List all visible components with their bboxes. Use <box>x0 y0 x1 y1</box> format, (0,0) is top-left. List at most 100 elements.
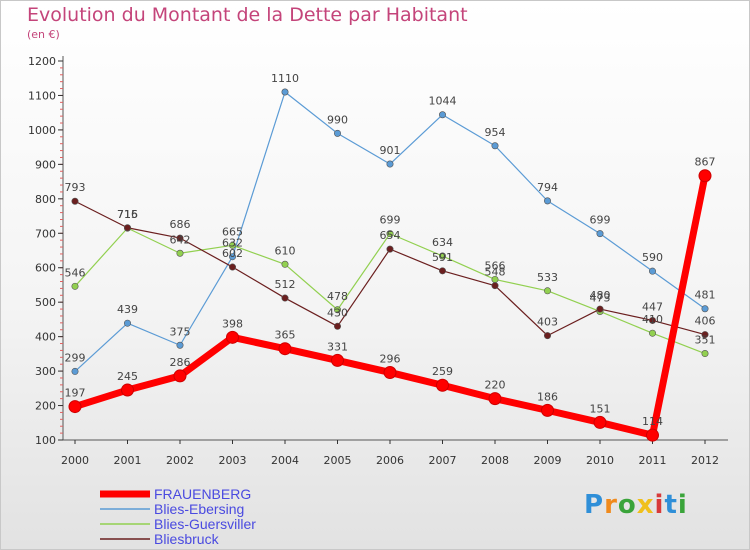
data-label: 331 <box>327 340 348 353</box>
data-point <box>491 282 499 290</box>
y-tick-label: 200 <box>35 400 56 413</box>
logo-letter: P <box>584 490 605 520</box>
data-label: 375 <box>170 325 191 338</box>
data-point <box>121 383 134 397</box>
logo-letter: r <box>604 490 618 520</box>
data-point <box>593 415 607 429</box>
x-tick-label: 2007 <box>429 454 457 467</box>
data-point <box>226 330 239 344</box>
data-label: 403 <box>537 316 558 329</box>
data-label: 478 <box>327 290 348 303</box>
data-label: 447 <box>642 300 663 313</box>
data-point <box>648 329 656 337</box>
data-label: 398 <box>222 317 243 330</box>
data-point <box>648 316 656 324</box>
data-point <box>386 160 394 168</box>
data-point <box>438 267 446 275</box>
x-tick-label: 2006 <box>376 454 404 467</box>
data-label: 197 <box>65 387 86 400</box>
data-label: 990 <box>327 113 348 126</box>
y-tick-label: 800 <box>35 193 56 206</box>
data-label: 715 <box>117 208 138 221</box>
data-point <box>124 224 132 232</box>
data-point <box>543 197 551 205</box>
data-point <box>229 263 237 271</box>
x-tick-label: 2003 <box>219 454 247 467</box>
y-tick-label: 100 <box>35 434 56 447</box>
data-point <box>124 319 132 327</box>
data-label: 220 <box>485 379 506 392</box>
data-point <box>176 234 184 242</box>
data-label: 351 <box>695 334 716 347</box>
x-tick-label: 2004 <box>271 454 299 467</box>
data-label: 1110 <box>271 72 299 85</box>
data-point <box>701 305 709 313</box>
x-tick-label: 2010 <box>586 454 614 467</box>
data-point <box>278 342 292 356</box>
x-tick-label: 2002 <box>166 454 194 467</box>
chart-title: Evolution du Montant de la Dette par Hab… <box>27 4 468 26</box>
data-point <box>68 400 82 414</box>
data-label: 1044 <box>429 95 457 108</box>
data-point <box>701 331 709 339</box>
data-label: 699 <box>380 214 401 227</box>
data-point <box>436 378 449 392</box>
x-tick-label: 2008 <box>481 454 509 467</box>
data-label: 793 <box>65 181 86 194</box>
y-tick-label: 1100 <box>28 89 56 102</box>
data-point <box>438 111 446 119</box>
data-label: 590 <box>642 251 663 264</box>
data-point <box>176 341 184 349</box>
logo-letter: t <box>664 490 678 520</box>
data-label: 286 <box>170 356 191 369</box>
data-label: 480 <box>590 289 611 302</box>
data-point <box>331 353 344 367</box>
data-label: 245 <box>117 370 138 383</box>
data-label: 548 <box>485 266 506 279</box>
data-label: 634 <box>432 236 453 249</box>
y-tick-label: 600 <box>35 262 56 275</box>
data-label: 686 <box>170 218 191 231</box>
data-point <box>491 142 499 150</box>
data-point <box>71 197 79 205</box>
data-point <box>543 287 551 295</box>
y-tick-label: 400 <box>35 331 56 344</box>
data-label: 406 <box>695 315 716 328</box>
data-label: 365 <box>275 329 296 342</box>
data-point <box>229 241 237 249</box>
data-point <box>281 294 289 302</box>
data-label: 473 <box>590 291 611 304</box>
data-point <box>541 403 554 417</box>
data-label: 867 <box>695 156 716 169</box>
data-label: 151 <box>590 402 611 415</box>
data-point <box>386 230 394 238</box>
logo-letter: i <box>677 490 688 520</box>
data-label: 901 <box>380 144 401 157</box>
data-point <box>646 428 659 442</box>
y-tick-label: 700 <box>35 227 56 240</box>
data-label: 299 <box>65 351 86 364</box>
data-point <box>383 365 397 379</box>
x-tick-label: 2012 <box>691 454 719 467</box>
data-label: 481 <box>695 289 716 302</box>
data-label: 602 <box>222 247 243 260</box>
logo-letter: i <box>654 490 665 520</box>
y-tick-label: 1000 <box>28 124 56 137</box>
data-label: 654 <box>380 229 401 242</box>
data-label: 642 <box>170 233 191 246</box>
y-tick-label: 300 <box>35 365 56 378</box>
y-tick-label: 500 <box>35 296 56 309</box>
data-point <box>543 332 551 340</box>
data-label: 954 <box>485 126 506 139</box>
data-point <box>438 252 446 260</box>
data-point <box>71 367 79 375</box>
x-tick-label: 2005 <box>324 454 352 467</box>
data-label: 410 <box>642 313 663 326</box>
data-point <box>386 245 394 253</box>
data-label: 794 <box>537 181 558 194</box>
data-label: 546 <box>65 266 86 279</box>
data-label: 430 <box>327 306 348 319</box>
legend-label: Blies-Ebersing <box>154 501 244 517</box>
chart-subtitle: (en €) <box>27 28 60 41</box>
